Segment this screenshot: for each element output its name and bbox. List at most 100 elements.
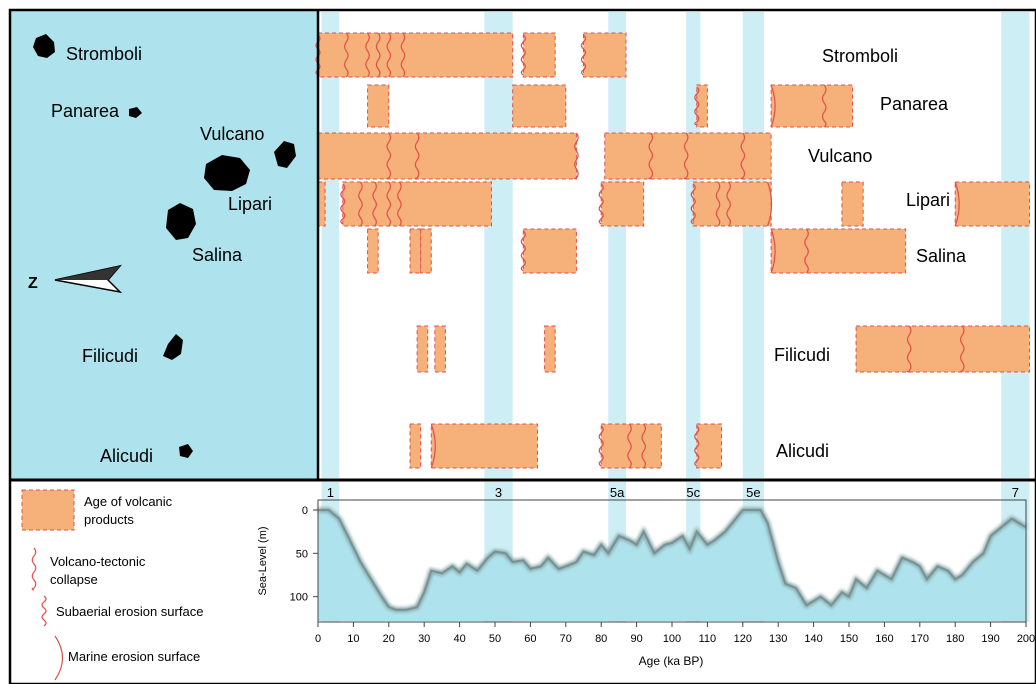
mark-vt bbox=[715, 181, 721, 227]
age-bar-salina-0 bbox=[367, 228, 379, 274]
age-bar-lipari-2 bbox=[598, 181, 645, 227]
lipari-island-shape bbox=[204, 155, 250, 191]
mark-sub bbox=[520, 34, 526, 76]
y-axis-ticks: 0 50 100 bbox=[290, 505, 318, 604]
age-bar-box bbox=[342, 181, 492, 227]
island-label-panarea: Panarea bbox=[51, 101, 120, 121]
x-tick-label: 190 bbox=[981, 633, 999, 645]
mark-vt bbox=[375, 32, 381, 78]
timeline-label-alicudi: Alicudi bbox=[776, 441, 829, 461]
mis-band-labels: 1 3 5a 5c 5e 7 bbox=[327, 485, 1019, 500]
mark-sub bbox=[694, 86, 700, 126]
sealevel-area bbox=[318, 510, 1026, 621]
legend-mar-icon bbox=[54, 635, 64, 681]
mark-mar bbox=[770, 84, 776, 128]
mark-vt bbox=[683, 132, 689, 180]
mis-band-label-3: 5c bbox=[686, 485, 700, 500]
mis-band-top-4 bbox=[742, 12, 765, 478]
y-tick-label: 100 bbox=[290, 592, 308, 604]
mark-vt bbox=[804, 228, 809, 274]
mark-sub bbox=[694, 425, 700, 467]
age-bar-panarea-2 bbox=[694, 84, 708, 128]
mis-band-top-0 bbox=[321, 12, 340, 478]
age-bar-box bbox=[409, 423, 422, 469]
x-tick-label: 20 bbox=[383, 633, 395, 645]
panel-borders bbox=[8, 8, 1036, 684]
timeline-panel: Stromboli Panarea Vulcano Lipari Salina Filic… bbox=[315, 12, 1031, 478]
mark-vt bbox=[414, 132, 420, 180]
timeline-label-stromboli: Stromboli bbox=[822, 46, 898, 66]
legend-age-label-2: products bbox=[84, 512, 134, 527]
timeline-label-panarea: Panarea bbox=[880, 94, 949, 114]
age-bar-salina-3 bbox=[520, 228, 577, 274]
outer-frame bbox=[8, 8, 1036, 684]
mark-sub bbox=[598, 183, 604, 225]
island-panarea: Panarea bbox=[51, 101, 142, 121]
age-bar-filicudi-0 bbox=[416, 325, 429, 373]
salina-island-shape bbox=[166, 203, 196, 240]
island-alicudi: Alicudi bbox=[100, 444, 193, 466]
x-tick-label: 10 bbox=[347, 633, 359, 645]
age-bar-lipari-4 bbox=[841, 181, 864, 227]
age-bar-box bbox=[855, 325, 1031, 373]
x-tick-label: 140 bbox=[804, 633, 822, 645]
x-tick-label: 30 bbox=[418, 633, 430, 645]
panarea-island-shape bbox=[129, 107, 142, 118]
mark-sub bbox=[690, 183, 696, 225]
island-label-alicudi: Alicudi bbox=[100, 446, 153, 466]
age-bar-box bbox=[409, 228, 422, 274]
legend-vt-icon bbox=[31, 547, 37, 591]
timeline-label-filicudi: Filicudi bbox=[774, 345, 830, 365]
mark-vt bbox=[726, 181, 731, 227]
x-tick-label: 130 bbox=[769, 633, 787, 645]
island-filicudi: Filicudi bbox=[82, 334, 183, 366]
mark-sub bbox=[520, 230, 526, 272]
mark-vt bbox=[372, 181, 377, 227]
age-bar-box bbox=[317, 132, 577, 180]
legend-age-label-1: Age of volcanic bbox=[84, 494, 173, 509]
island-lipari: Lipari bbox=[204, 155, 272, 214]
mark-vt bbox=[358, 181, 363, 227]
age-bar-salina-4 bbox=[770, 228, 907, 274]
age-bar-box bbox=[770, 84, 854, 128]
age-bar-box bbox=[317, 32, 514, 78]
mis-band-label-0: 1 bbox=[327, 485, 334, 500]
timeline-label-salina: Salina bbox=[916, 246, 967, 266]
age-bar-box bbox=[841, 181, 864, 227]
mis-band-top-5 bbox=[1001, 12, 1030, 478]
island-label-salina: Salina bbox=[192, 245, 243, 265]
age-bar-box bbox=[544, 325, 556, 373]
y-tick-label: 50 bbox=[296, 548, 308, 560]
island-label-filicudi: Filicudi bbox=[82, 346, 138, 366]
x-tick-label: 80 bbox=[595, 633, 607, 645]
age-bar-alicudi-0 bbox=[409, 423, 422, 469]
age-bar-panarea-1 bbox=[512, 84, 567, 128]
mark-vt bbox=[386, 181, 392, 227]
timeline-label-vulcano: Vulcano bbox=[808, 146, 872, 166]
age-bar-salina-2 bbox=[420, 228, 432, 274]
island-label-stromboli: Stromboli bbox=[66, 44, 142, 64]
legend-vt-label-2: collapse bbox=[50, 572, 98, 587]
x-tick-label: 50 bbox=[489, 633, 501, 645]
mis-band-top-3 bbox=[686, 12, 701, 478]
mis-band-label-5: 7 bbox=[1012, 485, 1019, 500]
mark-vt bbox=[386, 32, 392, 78]
age-bar-box bbox=[692, 181, 772, 227]
legend-mar-label: Marine erosion surface bbox=[68, 649, 200, 664]
legend-age-swatch bbox=[21, 489, 75, 531]
age-bar-box bbox=[770, 228, 907, 274]
north-arrow-label: Z bbox=[28, 275, 38, 292]
map-panel: Stromboli Panarea Vulcano Lipari Salina … bbox=[10, 10, 318, 480]
age-bar-lipari-5 bbox=[954, 181, 1031, 227]
mark-sub bbox=[340, 183, 346, 225]
mark-vt bbox=[400, 32, 406, 78]
filicudi-island-shape bbox=[163, 334, 183, 360]
mark-vt bbox=[641, 423, 647, 469]
legend-vt-label-1: Volcano-tectonic bbox=[50, 554, 146, 569]
sealevel-curve-core bbox=[318, 509, 1027, 611]
mis-band-top-2 bbox=[608, 12, 626, 478]
x-tick-label: 150 bbox=[840, 633, 858, 645]
age-bar-filicudi-3 bbox=[855, 325, 1031, 373]
age-bar-stromboli-2 bbox=[580, 32, 627, 78]
